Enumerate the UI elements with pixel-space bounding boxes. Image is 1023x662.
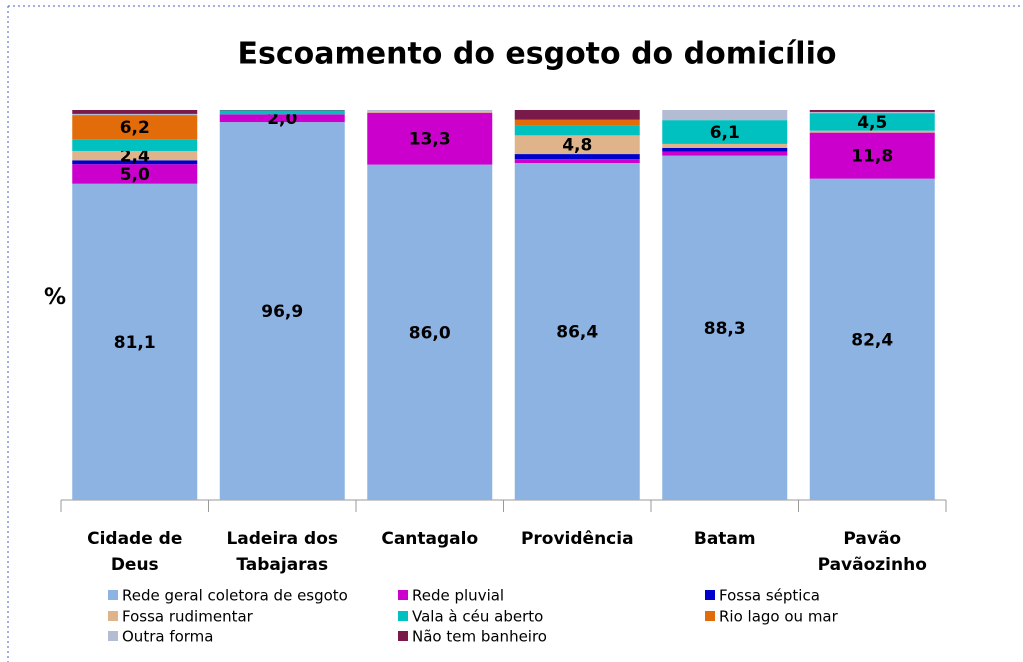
data-label: 4,8 [562, 136, 592, 156]
bar-segment [809, 132, 935, 179]
bar-segment [219, 110, 345, 115]
data-label: 81,1 [114, 333, 156, 353]
x-tick-label: Providência [520, 529, 634, 549]
legend-swatch [398, 590, 408, 600]
legend-label: Fossa séptica [719, 587, 820, 605]
data-label: 96,9 [261, 302, 303, 322]
bar-segment [514, 110, 640, 120]
legend-swatch [398, 611, 408, 621]
data-label: 5,0 [120, 165, 150, 185]
bar-segment [514, 125, 640, 136]
bar-segment [219, 114, 345, 123]
legend-label: Fossa rudimentar [122, 608, 254, 626]
legend-swatch [108, 611, 118, 621]
bar-segment [809, 111, 935, 114]
bar-segment [809, 178, 935, 500]
data-label: 4,5 [857, 113, 887, 133]
bar-segment [809, 130, 935, 133]
bar-segment [72, 139, 198, 151]
x-tick-label: Ladeira dos Tabajaras [226, 529, 339, 575]
x-tick-label: Cantagalo [381, 529, 479, 549]
data-label: 88,3 [704, 319, 746, 339]
bar-segment [514, 119, 640, 126]
legend-swatch [108, 590, 118, 600]
data-label: 2,4 [120, 147, 150, 167]
legend-label: Não tem banheiro [412, 628, 547, 646]
bar-segment [72, 110, 198, 114]
x-tick-label: Cidade de Deus [87, 529, 183, 575]
legend-swatch [705, 590, 715, 600]
x-tick-label: Pavão Pavãozinho [817, 529, 927, 575]
data-label: 13,3 [409, 130, 451, 150]
bar-segment [367, 164, 493, 500]
bar-segment [367, 110, 493, 112]
legend-label: Outra forma [122, 628, 214, 646]
bar-segment [662, 151, 788, 156]
bar-segment [367, 111, 493, 113]
data-label: 6,2 [120, 118, 150, 138]
legend-swatch [705, 611, 715, 621]
bar-segment [514, 163, 640, 501]
bar-segment [514, 135, 640, 155]
data-label: 11,8 [851, 147, 893, 167]
y-axis-label: % [44, 285, 66, 310]
bar-segment [662, 155, 788, 500]
bar-segment [662, 120, 788, 144]
chart-title: Escoamento do esgoto do domicílio [238, 37, 837, 72]
bar-segment [662, 143, 788, 148]
legend-label: Rede pluvial [412, 587, 504, 605]
data-label: 86,0 [409, 323, 451, 343]
legend-label: Vala à céu aberto [412, 608, 543, 626]
data-label: 86,4 [556, 323, 598, 343]
bar-segment [72, 113, 198, 116]
bar-segment [72, 160, 198, 165]
bar-segment [514, 154, 640, 160]
legend-swatch [398, 631, 408, 641]
bar-segment [809, 110, 935, 112]
data-label: 6,1 [710, 123, 740, 143]
legend-label: Rede geral coletora de esgoto [122, 587, 348, 605]
bar-segment [72, 115, 198, 140]
bar-segment [72, 150, 198, 161]
x-tick-label: Batam [693, 529, 756, 549]
legend-swatch [108, 631, 118, 641]
bar-segment [662, 147, 788, 152]
legend-label: Rio lago ou mar [719, 608, 839, 626]
bar-segment [662, 110, 788, 121]
bar-segment [514, 159, 640, 164]
bar-segment [809, 113, 935, 131]
bar-segment [367, 112, 493, 165]
bar-segment [72, 164, 198, 184]
data-label: 82,4 [851, 330, 893, 350]
bar-segment [72, 183, 198, 500]
bar-segment [219, 122, 345, 500]
